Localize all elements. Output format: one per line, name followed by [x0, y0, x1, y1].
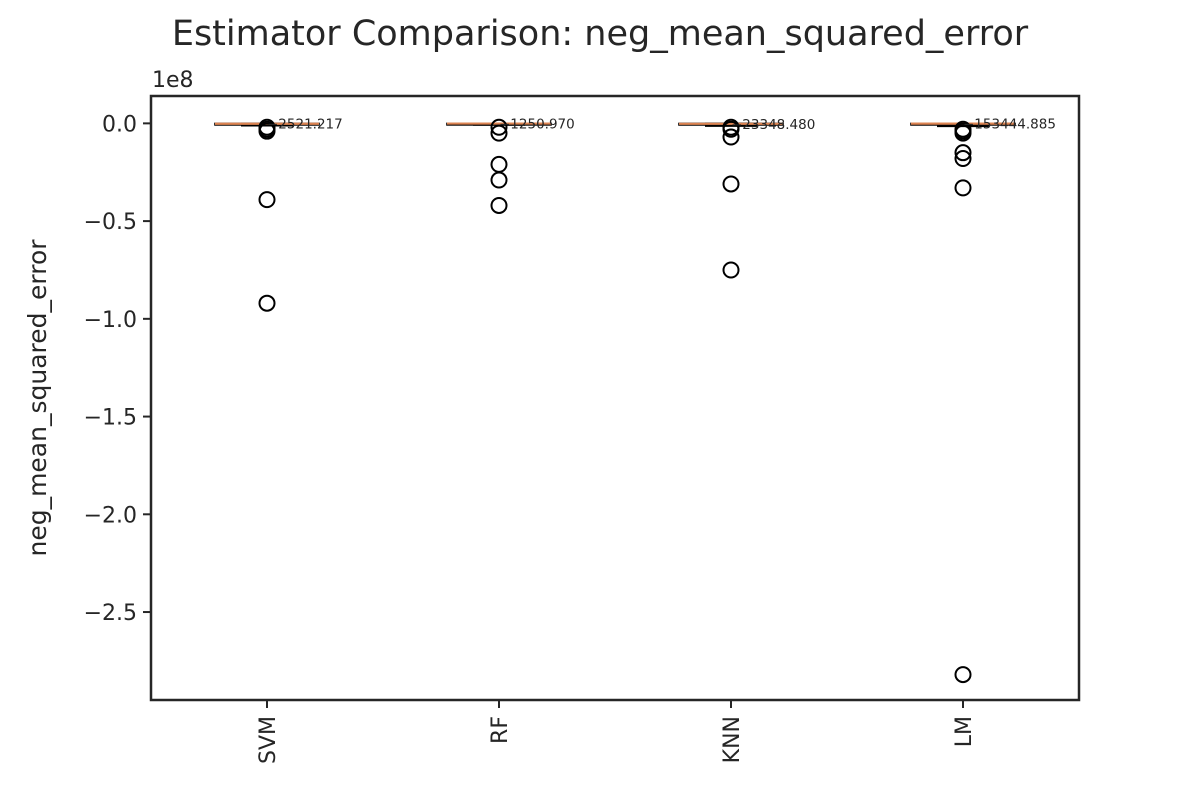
outlier-point	[258, 191, 276, 209]
outlier-point	[722, 261, 740, 279]
x-tick-label: KNN	[720, 716, 745, 763]
median-annotation: −153444.885	[963, 117, 1056, 133]
outlier-point	[490, 155, 508, 173]
y-tick-label: 0.0	[102, 112, 137, 137]
outlier-point	[258, 294, 276, 312]
y-tick-label: −2.0	[84, 503, 137, 528]
outlier-point	[954, 666, 972, 684]
y-axis-label: neg_mean_squared_error	[23, 239, 52, 557]
outlier-point	[954, 144, 972, 162]
y-scale-label: 1e8	[152, 68, 194, 93]
y-tick-label: −1.5	[84, 406, 137, 431]
outlier-point	[722, 128, 740, 146]
median-annotation: −23348.480	[731, 117, 815, 133]
x-tick-label: LM	[952, 716, 977, 747]
outlier-point	[722, 120, 740, 138]
median-annotation: −2521.217	[267, 117, 343, 133]
outlier-point	[490, 171, 508, 189]
plot-frame	[149, 94, 1081, 702]
median-annotation: −1250.970	[499, 117, 575, 133]
y-tick-label: −0.5	[84, 210, 137, 235]
outlier-point	[722, 175, 740, 193]
plot-area: 0.0 −0.5 −1.0 −1.5 −2.0 −2.5 SVM −2521.217 RF −12…	[84, 112, 1056, 764]
outlier-point	[490, 118, 508, 136]
outlier-point	[954, 124, 972, 142]
x-tick-label: RF	[488, 716, 513, 744]
y-tick-label: −2.5	[84, 601, 137, 626]
chart-title: Estimator Comparison: neg_mean_squared_e…	[172, 14, 1029, 54]
outlier-point	[258, 122, 276, 140]
x-tick-label: SVM	[256, 716, 281, 764]
outlier-point	[954, 150, 972, 168]
outlier-point	[954, 179, 972, 197]
outlier-point	[490, 124, 508, 142]
y-tick-label: −1.0	[84, 308, 137, 333]
outlier-point	[490, 196, 508, 214]
